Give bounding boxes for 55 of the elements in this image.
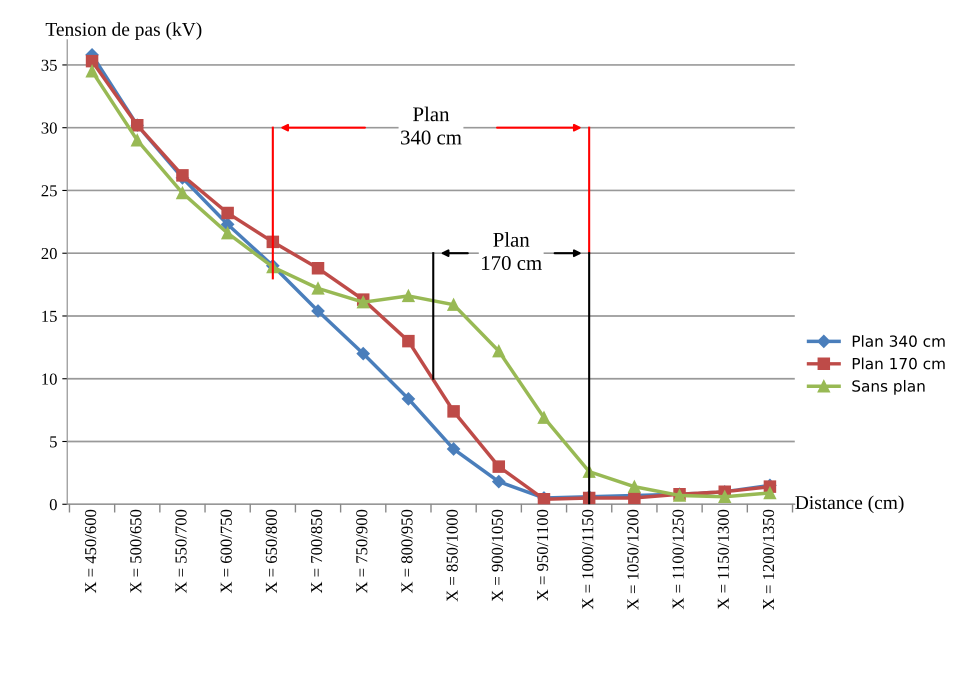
x-tick-label: X = 850/1000 [446,510,458,602]
annotation: Plan 170 cm [482,232,542,270]
legend-label: Plan 340 cm [852,335,945,347]
x-tick-label: X = 1100/1250 [672,510,684,610]
y-tick-label: 10 [42,373,57,385]
point [131,134,144,147]
point [764,486,776,500]
point [221,226,234,240]
x-tick-label: X = 1200/1350 [762,510,774,610]
point [311,304,325,318]
point [221,206,234,220]
annotation: Plan 340 cm [401,106,462,145]
point [402,334,415,348]
x-tick-label: X = 750/900 [356,510,368,594]
y-tick-label: 20 [42,248,57,260]
x-tick-label: X = 500/650 [130,510,142,594]
x-tick-label: X = 550/700 [175,510,187,594]
x-axis-title: Distance (cm) [795,495,904,514]
legend-label: Plan 170 cm [852,358,945,370]
y-tick-label: 25 [42,185,57,196]
x-tick-label: X = 900/1050 [492,510,503,602]
x-tick-label: X = 1000/1150 [582,510,594,610]
x-tick-label: X = 800/950 [401,510,413,594]
x-tick-label: X = 1050/1200 [627,510,639,610]
x-tick-label: X = 700/850 [310,510,322,594]
point [492,475,506,488]
point [447,298,460,311]
point [86,64,98,78]
point [538,411,550,424]
point [447,442,460,456]
point [356,296,370,308]
point [492,460,506,473]
y-axis-title: Tension de pas (kV) [46,22,202,40]
point [312,282,324,295]
y-tick-label: 0 [50,498,57,510]
point [402,290,415,302]
point [176,169,189,182]
legend-label: Sans plan [852,380,925,395]
point [447,405,460,418]
point [718,490,731,503]
y-tick-label: 15 [42,310,57,322]
x-tick-label: X = 450/600 [84,510,96,594]
point [86,54,98,68]
point [356,347,370,360]
point [402,392,415,406]
x-tick-label: X = 950/1100 [536,510,548,601]
point [628,480,641,493]
y-tick-label: 30 [42,122,57,134]
x-tick-label: X = 650/800 [266,510,277,594]
x-tick-label: X = 1150/1300 [718,510,729,610]
point [492,344,506,358]
point [312,262,324,275]
y-tick-label: 5 [50,436,57,448]
x-tick-label: X = 600/750 [220,510,232,594]
y-tick-label: 35 [42,60,57,71]
